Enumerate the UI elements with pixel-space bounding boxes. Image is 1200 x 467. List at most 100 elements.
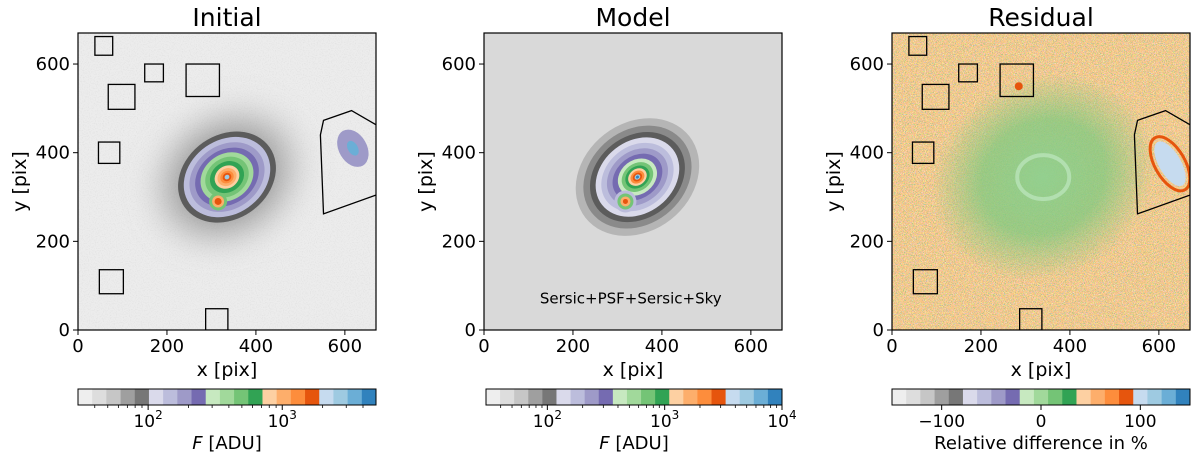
panel-model: Sersic+PSF+Sersic+Sky Model 0 200 400 600 0 200…	[415, 3, 797, 454]
colorbar-swatch	[948, 389, 964, 405]
model-contour-14	[635, 175, 639, 179]
panel-residual: Residual 0 200 400 600 0 200 400 600 x [pix] y [pi…	[823, 3, 1191, 454]
colorbar-swatch	[1090, 389, 1106, 405]
colorbar-swatch	[1147, 389, 1163, 405]
colorbar-swatch	[333, 389, 349, 405]
residual-green-halo	[931, 73, 1155, 282]
colorbar-swatch	[683, 389, 698, 405]
colorbar-swatch	[556, 389, 571, 405]
x-tick-label: 600	[734, 336, 768, 357]
mask-polygon	[319, 109, 376, 215]
colorbar-swatch	[219, 389, 235, 405]
x-tick-label: 400	[1053, 336, 1087, 357]
mask-box-4	[911, 141, 935, 165]
colorbar-swatch	[148, 389, 164, 405]
mask-box-6	[205, 308, 229, 330]
colorbar-swatch	[626, 389, 642, 405]
colorbar-swatch	[1062, 389, 1077, 405]
colorbar-label: Relative difference in %	[934, 433, 1148, 454]
colorbar-swatch	[276, 389, 292, 405]
colorbar-swatch	[1175, 389, 1191, 405]
colorbar-swatch	[892, 389, 907, 405]
mask-polygon	[1133, 109, 1190, 215]
residual-neighbour	[1154, 141, 1186, 187]
colorbar-swatch	[205, 389, 221, 405]
mask-box-4	[97, 141, 121, 165]
panel-title: Residual	[988, 3, 1094, 32]
colorbar-frame	[77, 388, 377, 406]
mask-box-3	[185, 63, 221, 98]
x-axis-label: x [pix]	[1011, 359, 1072, 381]
y-tick-label: 400	[850, 143, 884, 164]
x-tick-label: 200	[150, 336, 184, 357]
colorbar: 102 103 104 F [ADU]	[485, 388, 797, 454]
colorbar-swatch	[711, 389, 727, 405]
x-tick-label: 0	[72, 336, 83, 357]
colorbar-swatch	[641, 389, 656, 405]
colorbar-swatch	[697, 389, 712, 405]
y-tick-label: 600	[442, 54, 476, 75]
mask-box-1	[921, 83, 950, 110]
x-tick-label: 0	[478, 336, 489, 357]
colorbar-swatch	[1019, 389, 1035, 405]
colorbar-swatch	[514, 389, 529, 405]
colorbar-swatch	[191, 389, 207, 405]
colorbar-swatch	[977, 389, 992, 405]
neighbour-core	[346, 140, 359, 156]
panel-initial: Initial 0 200 400 600 0 200 400 600 x [pix] y [pix…	[9, 3, 377, 454]
colorbar-swatch	[767, 389, 783, 405]
residual-neighbour-edge	[1148, 135, 1190, 193]
colorbar-swatch	[120, 389, 136, 405]
colorbar-swatch	[486, 389, 501, 405]
colorbar-swatch	[934, 389, 950, 405]
panel-title: Initial	[192, 3, 261, 32]
colorbar-swatch	[500, 389, 515, 405]
colorbar-swatch	[1076, 389, 1092, 405]
panel-title: Model	[595, 3, 670, 32]
colorbar-swatch	[1161, 389, 1177, 405]
colorbar-swatch	[347, 389, 363, 405]
mask-box-0	[908, 35, 928, 56]
mask-box-5	[98, 269, 125, 295]
colorbar-swatch	[669, 389, 684, 405]
x-tick-label: 200	[964, 336, 998, 357]
colorbar-tick-label: 102	[133, 408, 162, 432]
x-axis-label: x [pix]	[603, 359, 664, 381]
mask-box-1	[107, 83, 136, 110]
image-area: Sersic+PSF+Sersic+Sky	[484, 33, 782, 330]
residual-ring	[1015, 153, 1072, 202]
y-tick-label: 600	[36, 54, 70, 75]
y-tick-label: 0	[465, 320, 476, 341]
colorbar-label: F [ADU]	[192, 433, 261, 454]
colorbar-tick-label: −100	[918, 412, 965, 432]
colorbar-swatch	[248, 389, 263, 405]
x-tick-label: 600	[1142, 336, 1176, 357]
colorbar-swatch	[906, 389, 921, 405]
colorbar-swatch	[962, 389, 978, 405]
colorbar-swatch	[106, 389, 121, 405]
mask-box-6	[1019, 308, 1043, 330]
y-tick-label: 0	[873, 320, 884, 341]
colorbar: 102 103 F [ADU]	[77, 388, 377, 454]
axes-frame	[483, 32, 783, 331]
y-tick-label: 200	[850, 231, 884, 252]
y-tick-label: 200	[36, 231, 70, 252]
image-area	[78, 33, 376, 330]
y-tick-label: 0	[59, 320, 70, 341]
model-annotation: Sersic+PSF+Sersic+Sky	[540, 289, 722, 307]
y-tick-label: 400	[36, 143, 70, 164]
colorbar-swatch	[739, 389, 755, 405]
colorbar-swatch	[319, 389, 334, 405]
colorbar-swatch	[234, 389, 249, 405]
colorbar-swatch	[725, 389, 741, 405]
colorbar-swatch	[542, 389, 557, 405]
mask-box-0	[94, 35, 114, 56]
x-tick-label: 600	[328, 336, 362, 357]
colorbar-tick-label: 100	[1124, 412, 1156, 432]
galaxy-contour-11	[224, 174, 230, 180]
colorbar-swatch	[262, 389, 278, 405]
y-axis-label: y [pix]	[415, 151, 437, 212]
companion-contour-2	[214, 197, 222, 205]
